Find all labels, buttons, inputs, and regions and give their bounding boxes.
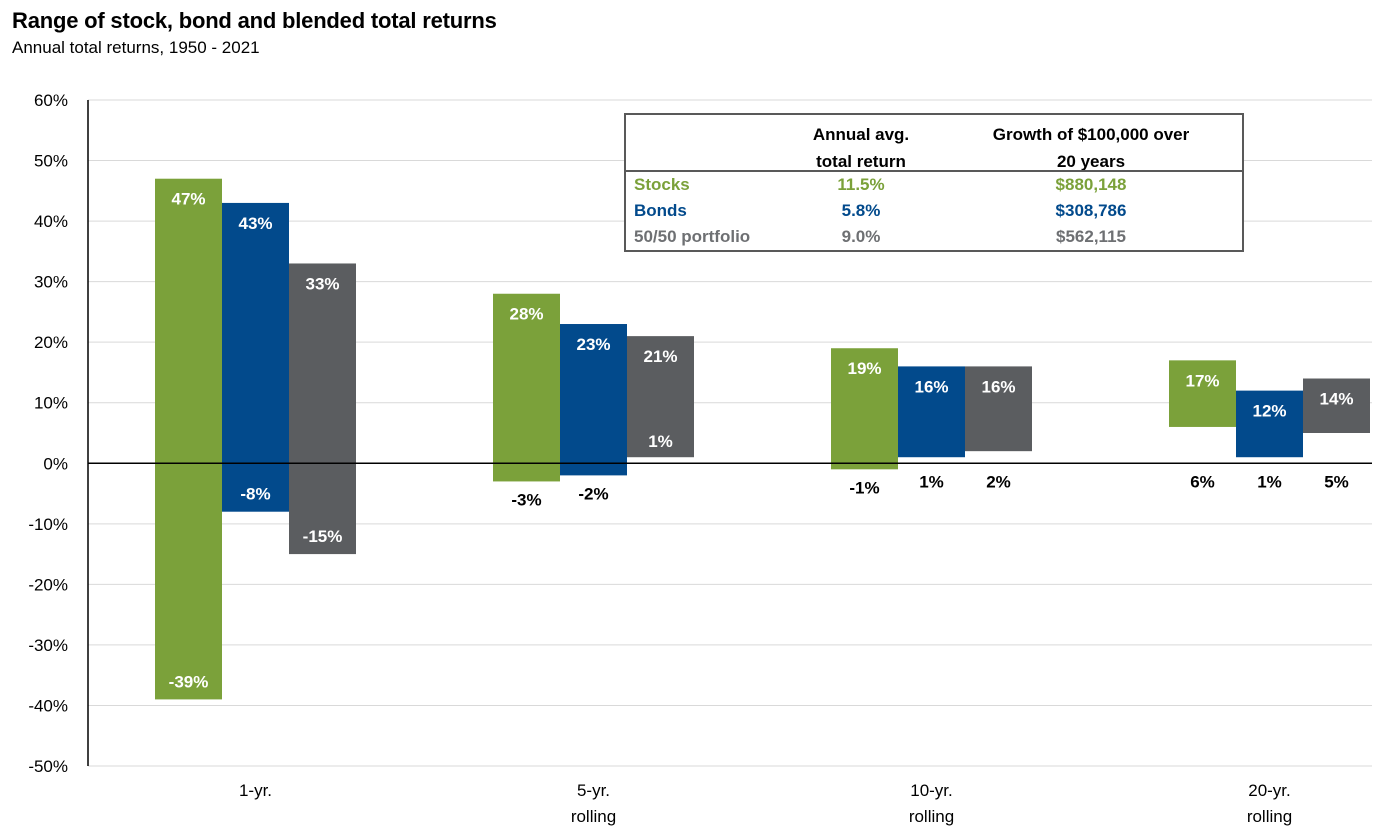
bar-label-min-blended: -15% xyxy=(303,527,343,546)
bar-stocks xyxy=(831,348,898,470)
row-blended-name: 50/50 portfolio xyxy=(634,227,751,246)
header-growth: Growth of $100,000 over 20 years xyxy=(951,121,1231,175)
row-stocks-avg: 11.5% xyxy=(837,175,885,194)
bar-bonds xyxy=(222,202,289,512)
bar-label-min-blended: 2% xyxy=(986,472,1011,491)
bar-stocks xyxy=(1169,360,1236,427)
row-stocks-growth: $880,148 xyxy=(1055,175,1127,194)
header-growth-line2: 20 years xyxy=(1056,152,1126,171)
y-tick-label: -40% xyxy=(28,696,68,715)
bar-label-max-stocks: 17% xyxy=(1185,371,1219,390)
y-tick-label: -50% xyxy=(28,757,68,776)
bar-blended xyxy=(965,366,1032,452)
bar-stocks xyxy=(155,178,222,700)
x-category-label: 5-yr. xyxy=(577,781,610,800)
y-tick-label: -10% xyxy=(28,515,68,534)
bar-blended xyxy=(1303,378,1370,433)
y-tick-label: 50% xyxy=(34,152,68,171)
x-category-label-line2: rolling xyxy=(571,807,616,826)
bar-label-max-stocks: 28% xyxy=(509,305,543,324)
bar-blended xyxy=(627,336,694,458)
bar-label-max-stocks: 19% xyxy=(847,359,881,378)
header-annual-avg: Annual avg. total return xyxy=(776,121,946,175)
y-tick-label: 30% xyxy=(34,273,68,292)
x-category-label-line2: rolling xyxy=(909,807,954,826)
bar-label-max-blended: 21% xyxy=(643,347,677,366)
bar-label-min-stocks: -1% xyxy=(849,478,879,497)
bar-label-min-bonds: 1% xyxy=(919,472,944,491)
bar-bonds xyxy=(560,324,627,476)
header-annual-avg-line1: Annual avg. xyxy=(812,125,910,144)
y-tick-label: 10% xyxy=(34,394,68,413)
x-category-label-line2: rolling xyxy=(1247,807,1292,826)
y-tick-label: 40% xyxy=(34,212,68,231)
chart-subtitle: Annual total returns, 1950 - 2021 xyxy=(12,38,260,57)
bar-bonds xyxy=(1236,390,1303,458)
x-category-label: 1-yr. xyxy=(239,781,272,800)
bar-label-min-bonds: 1% xyxy=(1257,472,1282,491)
chart-title: Range of stock, bond and blended total r… xyxy=(12,8,497,33)
bar-label-min-stocks: 6% xyxy=(1190,472,1215,491)
header-annual-avg-line2: total return xyxy=(816,152,906,171)
bar-label-max-blended: 33% xyxy=(305,274,339,293)
row-bonds-avg: 5.8% xyxy=(841,201,881,220)
row-bonds-growth: $308,786 xyxy=(1055,201,1127,220)
x-category-label: 10-yr. xyxy=(910,781,953,800)
bar-label-min-blended: 5% xyxy=(1324,472,1349,491)
y-tick-label: -20% xyxy=(28,575,68,594)
y-tick-label: -30% xyxy=(28,636,68,655)
y-tick-label: 0% xyxy=(43,454,68,473)
bar-label-max-bonds: 23% xyxy=(576,335,610,354)
bar-label-max-blended: 14% xyxy=(1319,390,1353,409)
row-blended-growth: $562,115 xyxy=(1056,227,1126,246)
row-stocks-name: Stocks xyxy=(634,175,690,194)
bar-label-min-bonds: -8% xyxy=(240,485,270,504)
table-divider xyxy=(626,170,1242,172)
bar-blended xyxy=(289,263,356,555)
bar-label-min-bonds: -2% xyxy=(578,484,608,503)
y-tick-label: 20% xyxy=(34,333,68,352)
bar-label-max-blended: 16% xyxy=(981,377,1015,396)
bar-stocks xyxy=(493,293,560,482)
bar-label-min-stocks: -39% xyxy=(169,672,209,691)
y-tick-label: 60% xyxy=(34,91,68,110)
summary-table: Annual avg. total return Growth of $100,… xyxy=(624,113,1244,252)
bar-label-max-bonds: 16% xyxy=(914,377,948,396)
row-blended-avg: 9.0% xyxy=(841,227,881,246)
bar-bonds xyxy=(898,366,965,458)
bar-label-max-bonds: 43% xyxy=(238,214,272,233)
x-category-label: 20-yr. xyxy=(1248,781,1291,800)
header-growth-line1: Growth of $100,000 over xyxy=(992,125,1190,144)
row-bonds-name: Bonds xyxy=(634,201,687,220)
bar-label-min-stocks: -3% xyxy=(511,490,541,509)
bar-label-max-bonds: 12% xyxy=(1252,402,1286,421)
bar-label-min-blended: 1% xyxy=(648,432,673,451)
bar-label-max-stocks: 47% xyxy=(171,190,205,209)
